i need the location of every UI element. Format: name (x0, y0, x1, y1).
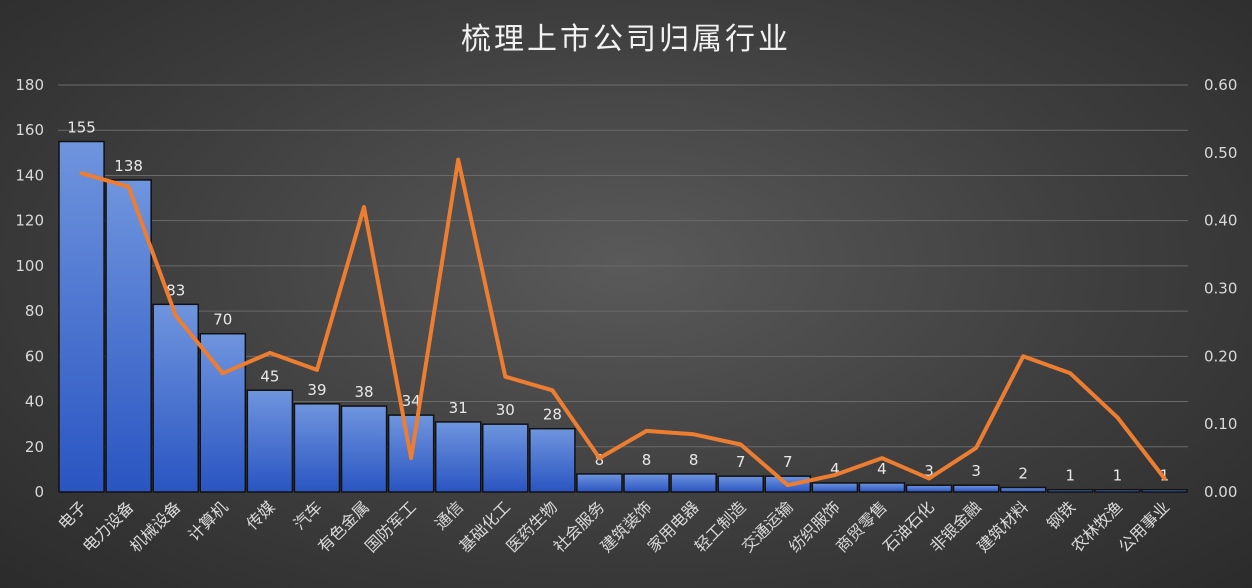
right-tick-label: 0.60 (1204, 76, 1237, 94)
right-y-axis: 0.00 0.10 0.20 0.30 0.40 0.50 0.60 (1204, 76, 1237, 501)
left-tick-label: 160 (15, 121, 44, 139)
category-label: 建筑装饰 (597, 497, 656, 556)
right-tick-label: 0.00 (1204, 483, 1237, 501)
category-label: 农林牧渔 (1068, 497, 1127, 556)
category-label: 有色金属 (314, 497, 373, 556)
category-label: 基础化工 (455, 497, 514, 556)
bar (434, 421, 482, 493)
left-tick-label: 140 (15, 166, 44, 184)
category-label: 计算机 (184, 497, 231, 544)
line-series-path (79, 157, 1167, 488)
right-tick-label: 0.20 (1204, 347, 1237, 365)
bar (623, 473, 670, 493)
bar-data-label: 34 (402, 392, 421, 410)
category-label: 轻工制造 (691, 497, 750, 556)
category-label: 商贸零售 (832, 497, 891, 556)
chart-title: 梳理上市公司归属行业 (461, 22, 791, 57)
right-tick-label: 0.50 (1204, 144, 1237, 162)
line-series (79, 157, 1167, 488)
bar (340, 405, 388, 493)
bar-data-label: 4 (830, 460, 840, 478)
bar-data-label: 1 (1113, 467, 1123, 485)
bar-data-label: 138 (114, 157, 143, 175)
category-label: 机械设备 (126, 497, 185, 556)
bar-data-label: 38 (354, 383, 373, 401)
left-tick-label: 20 (25, 438, 44, 456)
category-label: 电子 (54, 497, 90, 533)
bar (246, 389, 294, 493)
left-tick-label: 80 (25, 302, 44, 320)
bar-data-label: 3 (924, 462, 934, 480)
bar-data-label: 39 (307, 381, 326, 399)
bar (58, 140, 105, 493)
bar (952, 484, 1000, 493)
bar (199, 332, 247, 493)
bar-data-label: 28 (543, 406, 562, 424)
bar-series (58, 140, 1188, 493)
bar-data-label: 3 (971, 462, 981, 480)
left-tick-label: 0 (34, 483, 44, 501)
bar-data-label: 70 (213, 311, 232, 329)
left-y-axis: 0 20 40 60 80 100 120 140 160 180 (15, 76, 44, 501)
right-tick-label: 0.30 (1204, 280, 1237, 298)
bar (529, 427, 576, 493)
category-label: 电力设备 (79, 497, 138, 556)
category-label: 传媒 (243, 497, 279, 533)
left-tick-label: 100 (15, 257, 44, 275)
bar-data-label: 45 (260, 367, 279, 385)
category-label: 石油石化 (879, 497, 938, 556)
bar-data-label: 8 (642, 451, 652, 469)
bar (905, 484, 953, 493)
category-label: 纺织服饰 (785, 497, 844, 556)
bar (293, 403, 341, 493)
bar-data-label: 83 (166, 281, 185, 299)
left-tick-label: 180 (15, 76, 44, 94)
category-label: 建筑材料 (973, 497, 1032, 556)
category-label: 家用电器 (644, 497, 703, 556)
bar (999, 486, 1047, 493)
bar (717, 475, 765, 493)
bar (811, 482, 859, 493)
category-label: 交通运输 (738, 497, 797, 556)
left-tick-label: 120 (15, 212, 44, 230)
bar-data-label: 31 (449, 399, 468, 417)
category-label: 非银金融 (926, 497, 985, 556)
bar-data-label: 7 (736, 453, 746, 471)
category-label: 公用事业 (1115, 497, 1174, 556)
bar (1047, 488, 1094, 493)
bar (576, 473, 623, 493)
bar (1094, 488, 1141, 493)
category-label: 钢铁 (1043, 497, 1079, 533)
bar (1141, 488, 1188, 493)
left-tick-label: 40 (25, 393, 44, 411)
category-label: 国防军工 (361, 497, 420, 556)
category-label: 通信 (431, 497, 467, 533)
category-label: 社会服务 (550, 497, 609, 556)
bar-data-label: 2 (1018, 464, 1028, 482)
bar-data-label: 4 (877, 460, 887, 478)
category-label: 汽车 (290, 497, 326, 533)
bar-data-label: 30 (496, 401, 515, 419)
right-tick-label: 0.40 (1204, 212, 1237, 230)
left-tick-label: 60 (25, 347, 44, 365)
right-tick-label: 0.10 (1204, 415, 1237, 433)
bar (482, 423, 529, 493)
bar-data-label: 7 (783, 453, 793, 471)
category-label: 医药生物 (503, 497, 562, 556)
bar (670, 473, 717, 493)
bar (858, 482, 906, 493)
bar-data-label: 155 (67, 119, 96, 137)
bar-data-label: 1 (1066, 467, 1076, 485)
bar-data-label: 8 (689, 451, 699, 469)
